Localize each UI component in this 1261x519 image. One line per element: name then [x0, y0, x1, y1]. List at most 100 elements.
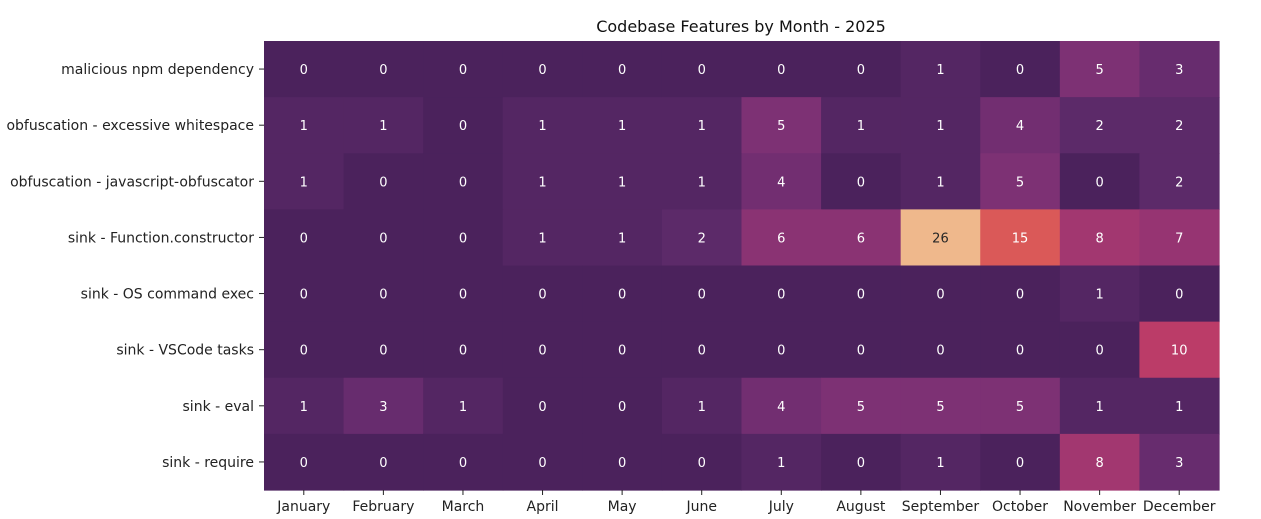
chart-title: Codebase Features by Month - 2025: [596, 17, 886, 36]
cell-value-label: 0: [698, 63, 706, 78]
cell-value-label: 26: [932, 231, 949, 246]
cell-value-label: 5: [777, 119, 785, 134]
cell-value-label: 0: [777, 288, 785, 303]
cell-value-label: 8: [1095, 231, 1103, 246]
cell-value-label: 10: [1171, 344, 1188, 359]
cell-value-label: 0: [1016, 344, 1024, 359]
cell-value-label: 1: [1095, 400, 1103, 415]
cell-value-label: 0: [698, 288, 706, 303]
cell-value-label: 1: [618, 119, 626, 134]
cell-value-label: 0: [1095, 344, 1103, 359]
cell-value-label: 6: [857, 231, 865, 246]
cell-value-label: 3: [1175, 456, 1183, 471]
cell-value-label: 0: [538, 344, 546, 359]
cell-value-label: 0: [459, 456, 467, 471]
cell-value-label: 7: [1175, 231, 1183, 246]
cell-value-label: 0: [618, 63, 626, 78]
column-tick-label: June: [685, 499, 717, 515]
cell-value-label: 1: [857, 119, 865, 134]
column-tick-label: May: [608, 499, 637, 515]
column-tick-label: July: [768, 499, 794, 515]
cell-value-label: 2: [698, 231, 706, 246]
cell-value-label: 1: [459, 400, 467, 415]
cell-value-label: 2: [1095, 119, 1103, 134]
cell-value-label: 6: [777, 231, 785, 246]
cell-value-label: 1: [538, 231, 546, 246]
cell-value-label: 15: [1012, 231, 1029, 246]
cell-value-label: 0: [618, 456, 626, 471]
row-tick-label: sink - Function.constructor: [68, 230, 254, 246]
cell-value-label: 0: [459, 63, 467, 78]
row-tick-label: sink - require: [162, 455, 254, 471]
cell-value-label: 1: [777, 456, 785, 471]
cell-value-label: 0: [1016, 63, 1024, 78]
cell-value-label: 1: [300, 175, 308, 190]
cell-value-label: 2: [1175, 175, 1183, 190]
row-tick-label: malicious npm dependency: [61, 62, 254, 78]
cell-value-label: 0: [1016, 456, 1024, 471]
column-tick-label: March: [442, 499, 485, 515]
cell-value-label: 0: [538, 63, 546, 78]
cell-value-label: 0: [618, 400, 626, 415]
column-tick-label: September: [902, 499, 980, 515]
cell-value-label: 5: [936, 400, 944, 415]
row-tick-label: obfuscation - javascript-obfuscator: [10, 174, 254, 190]
cell-value-label: 5: [1016, 175, 1024, 190]
cell-value-label: 5: [1095, 63, 1103, 78]
cell-value-label: 1: [936, 119, 944, 134]
cell-value-label: 0: [698, 456, 706, 471]
cell-value-label: 0: [300, 456, 308, 471]
column-tick-label: August: [836, 499, 886, 515]
column-tick-label: January: [276, 499, 330, 515]
cell-value-label: 0: [857, 175, 865, 190]
cell-value-label: 0: [538, 456, 546, 471]
cell-value-label: 0: [857, 344, 865, 359]
cell-value-label: 0: [857, 456, 865, 471]
cell-value-label: 1: [379, 119, 387, 134]
cell-value-label: 0: [618, 344, 626, 359]
cell-value-label: 0: [777, 344, 785, 359]
cell-value-label: 1: [300, 400, 308, 415]
cell-value-label: 0: [698, 344, 706, 359]
column-tick-label: October: [992, 499, 1048, 515]
column-tick-label: February: [352, 499, 414, 515]
cell-value-label: 0: [379, 344, 387, 359]
cell-value-label: 0: [379, 175, 387, 190]
cell-value-label: 0: [379, 231, 387, 246]
cell-value-label: 0: [1016, 288, 1024, 303]
cell-value-label: 0: [538, 288, 546, 303]
cell-value-label: 0: [857, 288, 865, 303]
cell-value-label: 8: [1095, 456, 1103, 471]
cell-value-label: 0: [777, 63, 785, 78]
cell-value-label: 0: [459, 119, 467, 134]
cell-value-label: 0: [459, 344, 467, 359]
cell-value-label: 0: [300, 231, 308, 246]
cell-value-label: 0: [459, 175, 467, 190]
cell-value-label: 0: [857, 63, 865, 78]
cell-value-label: 0: [936, 344, 944, 359]
cell-value-label: 1: [698, 119, 706, 134]
cell-value-label: 1: [618, 175, 626, 190]
cell-value-label: 0: [300, 288, 308, 303]
column-tick-label: November: [1063, 499, 1136, 515]
cell-value-label: 1: [936, 63, 944, 78]
cell-value-label: 3: [1175, 63, 1183, 78]
heatmap-cells: [264, 41, 1220, 491]
cell-value-label: 1: [698, 400, 706, 415]
cell-value-label: 1: [538, 119, 546, 134]
cell-value-label: 0: [379, 288, 387, 303]
column-tick-label: December: [1143, 499, 1216, 515]
cell-value-label: 0: [459, 231, 467, 246]
cell-value-label: 1: [1175, 400, 1183, 415]
cell-value-label: 4: [777, 400, 785, 415]
row-tick-labels: malicious npm dependency obfuscation - ex…: [6, 62, 264, 471]
cell-value-label: 0: [300, 344, 308, 359]
cell-value-label: 1: [698, 175, 706, 190]
cell-value-label: 3: [379, 400, 387, 415]
row-tick-label: sink - OS command exec: [81, 287, 254, 303]
column-tick-labels: January February March April May June July Augu…: [276, 490, 1215, 515]
cell-value-label: 0: [300, 63, 308, 78]
row-tick-label: obfuscation - excessive whitespace: [6, 118, 254, 134]
cell-value-label: 0: [1095, 175, 1103, 190]
